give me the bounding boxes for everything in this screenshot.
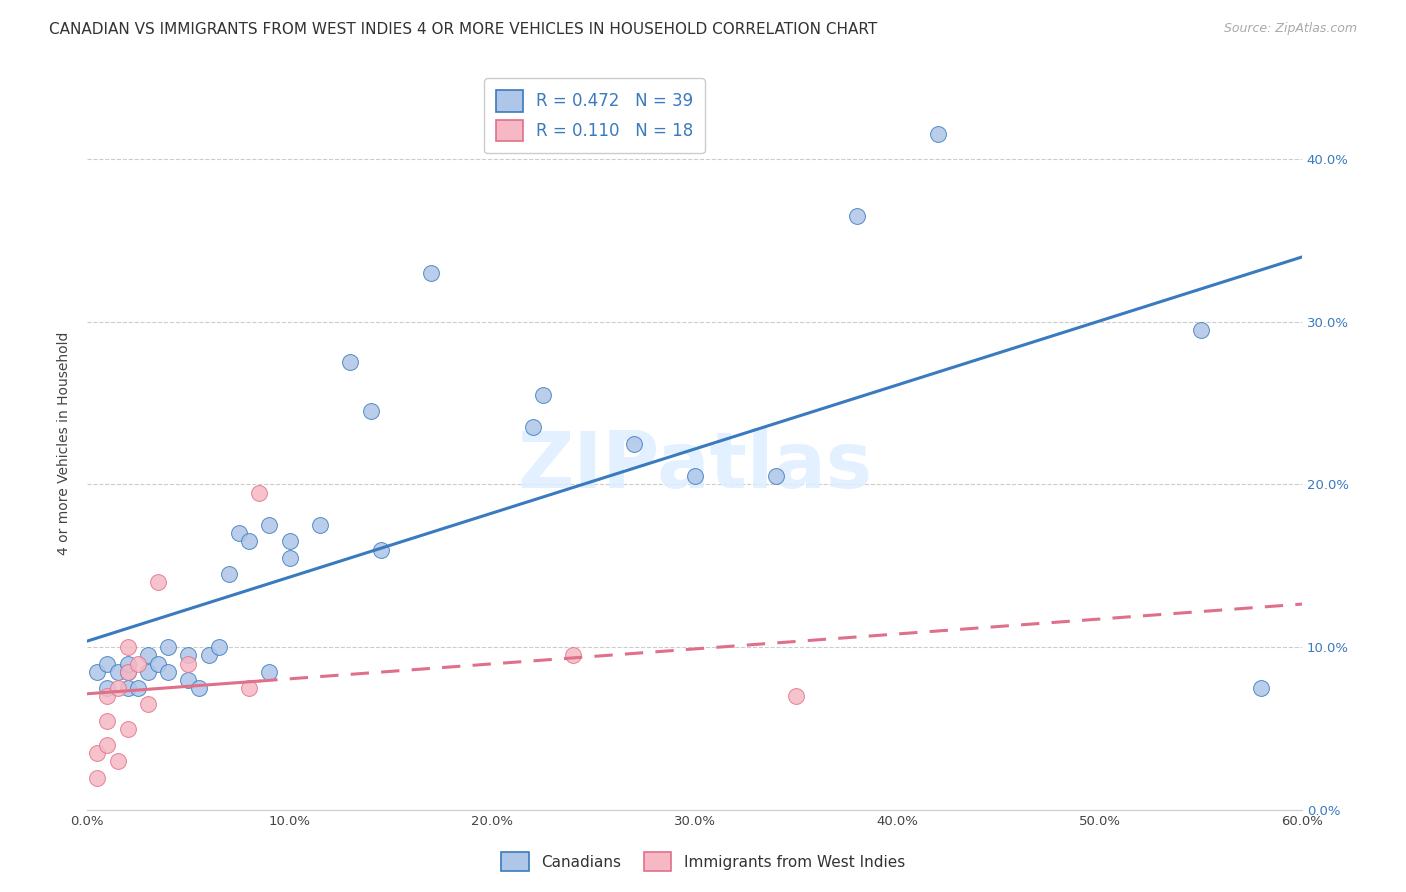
Point bbox=[247, 485, 270, 500]
Point bbox=[107, 754, 129, 768]
Point bbox=[136, 648, 159, 663]
Y-axis label: 4 or more Vehicles in Household: 4 or more Vehicles in Household bbox=[58, 332, 72, 556]
Text: Source: ZipAtlas.com: Source: ZipAtlas.com bbox=[1223, 22, 1357, 36]
Point bbox=[278, 550, 301, 565]
Point bbox=[1189, 323, 1212, 337]
Point bbox=[177, 673, 200, 687]
Text: ZIPatlas: ZIPatlas bbox=[517, 428, 872, 504]
Point bbox=[562, 648, 585, 663]
Point bbox=[197, 648, 219, 663]
Point bbox=[117, 665, 139, 679]
Point bbox=[927, 128, 949, 142]
Point bbox=[96, 714, 118, 728]
Point bbox=[96, 657, 118, 671]
Point bbox=[117, 681, 139, 695]
Point bbox=[683, 469, 706, 483]
Point bbox=[96, 738, 118, 752]
Point bbox=[522, 420, 544, 434]
Point bbox=[238, 681, 260, 695]
Point bbox=[845, 209, 868, 223]
Point bbox=[765, 469, 787, 483]
Point bbox=[177, 648, 200, 663]
Legend: R = 0.472   N = 39, R = 0.110   N = 18: R = 0.472 N = 39, R = 0.110 N = 18 bbox=[484, 78, 704, 153]
Text: CANADIAN VS IMMIGRANTS FROM WEST INDIES 4 OR MORE VEHICLES IN HOUSEHOLD CORRELAT: CANADIAN VS IMMIGRANTS FROM WEST INDIES … bbox=[49, 22, 877, 37]
Point bbox=[127, 657, 149, 671]
Point bbox=[157, 665, 180, 679]
Point bbox=[420, 266, 443, 280]
Point bbox=[157, 640, 180, 655]
Point bbox=[117, 657, 139, 671]
Point bbox=[187, 681, 209, 695]
Point bbox=[117, 722, 139, 736]
Point bbox=[117, 665, 139, 679]
Point bbox=[339, 355, 361, 369]
Point bbox=[208, 640, 231, 655]
Point bbox=[86, 665, 108, 679]
Point bbox=[146, 657, 169, 671]
Point bbox=[96, 689, 118, 703]
Point bbox=[278, 534, 301, 549]
Point bbox=[370, 542, 392, 557]
Point bbox=[107, 665, 129, 679]
Legend: Canadians, Immigrants from West Indies: Canadians, Immigrants from West Indies bbox=[495, 847, 911, 877]
Point bbox=[785, 689, 807, 703]
Point bbox=[117, 640, 139, 655]
Point bbox=[86, 771, 108, 785]
Point bbox=[136, 665, 159, 679]
Point bbox=[177, 657, 200, 671]
Point bbox=[259, 518, 281, 533]
Point bbox=[531, 388, 554, 402]
Point bbox=[259, 665, 281, 679]
Point bbox=[107, 681, 129, 695]
Point bbox=[96, 681, 118, 695]
Point bbox=[623, 436, 645, 450]
Point bbox=[218, 567, 240, 582]
Point bbox=[146, 575, 169, 590]
Point bbox=[127, 681, 149, 695]
Point bbox=[309, 518, 332, 533]
Point bbox=[238, 534, 260, 549]
Point bbox=[360, 404, 382, 418]
Point bbox=[86, 746, 108, 760]
Point bbox=[1250, 681, 1272, 695]
Point bbox=[228, 526, 250, 541]
Point bbox=[136, 698, 159, 712]
